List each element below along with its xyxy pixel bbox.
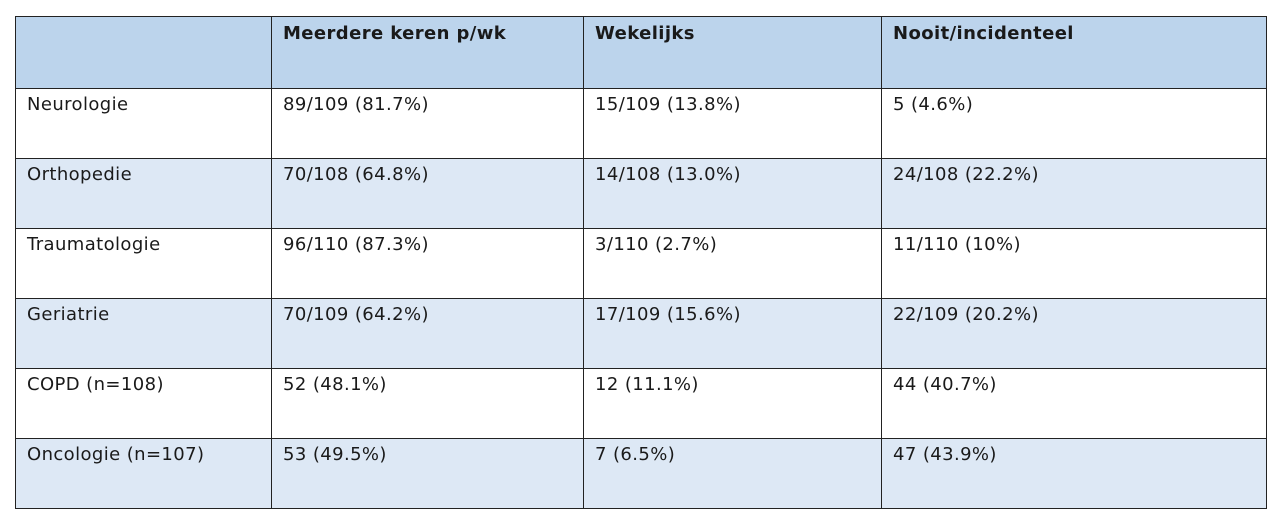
value-cell: 12 (11.1%) — [583, 368, 882, 439]
value-cell: 24/108 (22.2%) — [881, 158, 1267, 229]
value-cell: 5 (4.6%) — [881, 88, 1267, 159]
table-row: Orthopedie 70/108 (64.8%) 14/108 (13.0%)… — [15, 158, 1267, 229]
value-cell: 15/109 (13.8%) — [583, 88, 882, 159]
table-row: COPD (n=108) 52 (48.1%) 12 (11.1%) 44 (4… — [15, 368, 1267, 439]
header-cell-never-incidental: Nooit/incidenteel — [881, 16, 1267, 89]
value-cell: 70/108 (64.8%) — [271, 158, 584, 229]
table-row: Oncologie (n=107) 53 (49.5%) 7 (6.5%) 47… — [15, 438, 1267, 509]
header-cell-multiple-per-week: Meerdere keren p/wk — [271, 16, 584, 89]
frequency-table: Meerdere keren p/wk Wekelijks Nooit/inci… — [15, 16, 1267, 509]
value-cell: 89/109 (81.7%) — [271, 88, 584, 159]
table-row: Traumatologie 96/110 (87.3%) 3/110 (2.7%… — [15, 228, 1267, 299]
header-cell-category — [15, 16, 272, 89]
row-label-cell: Orthopedie — [15, 158, 272, 229]
value-cell: 52 (48.1%) — [271, 368, 584, 439]
row-label-cell: Geriatrie — [15, 298, 272, 369]
table-body: Neurologie 89/109 (81.7%) 15/109 (13.8%)… — [15, 88, 1267, 509]
value-cell: 70/109 (64.2%) — [271, 298, 584, 369]
value-cell: 7 (6.5%) — [583, 438, 882, 509]
value-cell: 96/110 (87.3%) — [271, 228, 584, 299]
value-cell: 53 (49.5%) — [271, 438, 584, 509]
value-cell: 14/108 (13.0%) — [583, 158, 882, 229]
row-label-cell: COPD (n=108) — [15, 368, 272, 439]
header-cell-weekly: Wekelijks — [583, 16, 882, 89]
value-cell: 3/110 (2.7%) — [583, 228, 882, 299]
value-cell: 22/109 (20.2%) — [881, 298, 1267, 369]
row-label-cell: Neurologie — [15, 88, 272, 159]
value-cell: 47 (43.9%) — [881, 438, 1267, 509]
table-row: Neurologie 89/109 (81.7%) 15/109 (13.8%)… — [15, 88, 1267, 159]
data-table-container: Meerdere keren p/wk Wekelijks Nooit/inci… — [15, 16, 1267, 509]
header-row: Meerdere keren p/wk Wekelijks Nooit/inci… — [15, 16, 1267, 89]
value-cell: 44 (40.7%) — [881, 368, 1267, 439]
row-label-cell: Traumatologie — [15, 228, 272, 299]
row-label-cell: Oncologie (n=107) — [15, 438, 272, 509]
table-row: Geriatrie 70/109 (64.2%) 17/109 (15.6%) … — [15, 298, 1267, 369]
table-header: Meerdere keren p/wk Wekelijks Nooit/inci… — [15, 16, 1267, 89]
value-cell: 11/110 (10%) — [881, 228, 1267, 299]
value-cell: 17/109 (15.6%) — [583, 298, 882, 369]
